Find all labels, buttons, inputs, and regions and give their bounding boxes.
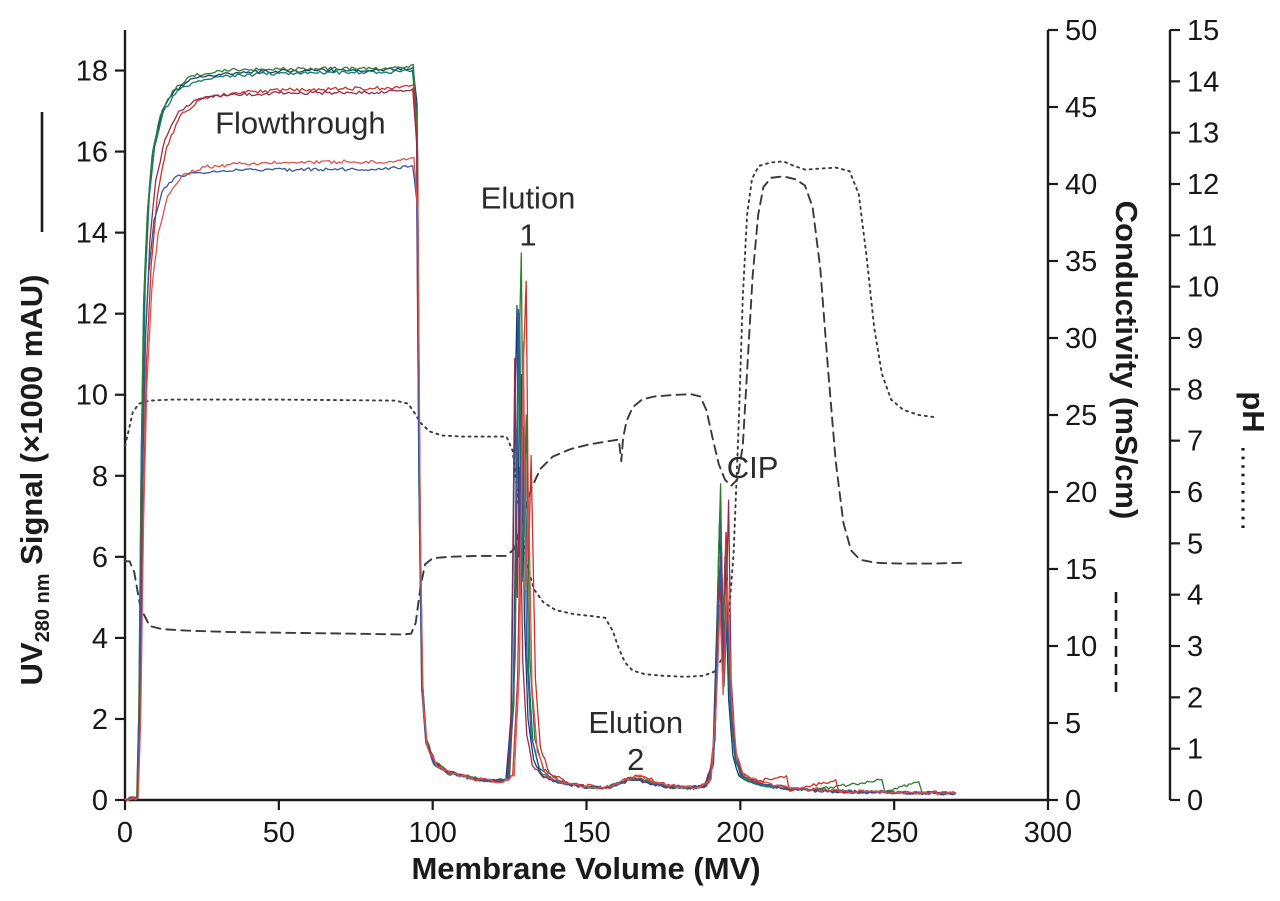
ph-axis-title: pH (1236, 391, 1271, 432)
ph-tick-label: 8 (1187, 374, 1203, 406)
uv-tick-label: 14 (76, 218, 108, 250)
uv-axis-title: UV280 nm Signal (×1000 mAU) (14, 275, 54, 686)
series-layer (124, 63, 963, 802)
conductivity-tick-label: 40 (1065, 169, 1097, 201)
ph-tick-label: 4 (1187, 580, 1203, 612)
ph-tick-label: 2 (1187, 682, 1203, 714)
uv-axis-title-suffix: Signal (×1000 mAU) (14, 275, 49, 574)
x-tick-label: 200 (716, 817, 764, 849)
uv-axis-title-subscript: 280 nm (32, 573, 54, 642)
ph-tick-label: 14 (1187, 66, 1219, 98)
annotation-label: 1 (519, 217, 536, 252)
ph-tick-label: 0 (1187, 785, 1203, 817)
x-tick-label: 150 (562, 817, 610, 849)
uv-tick-label: 16 (76, 137, 108, 169)
conductivity-tick-label: 5 (1065, 708, 1081, 740)
uv-tick-label: 4 (92, 623, 108, 655)
x-axis-title: Membrane Volume (MV) (411, 851, 760, 886)
conductivity-tick-label: 30 (1065, 323, 1097, 355)
ph-tick-label: 12 (1187, 169, 1219, 201)
ph-tick-label: 10 (1187, 272, 1219, 304)
uv-tick-label: 2 (92, 704, 108, 736)
uv-tick-label: 6 (92, 542, 108, 574)
ph-tick-label: 15 (1187, 15, 1219, 47)
ph-tick-label: 11 (1187, 220, 1217, 252)
x-tick-label: 0 (117, 817, 133, 849)
conductivity-tick-label: 20 (1065, 477, 1097, 509)
conductivity-tick-label: 45 (1065, 92, 1097, 124)
conductivity-tick-label: 15 (1065, 554, 1097, 586)
x-tick-label: 50 (263, 817, 295, 849)
ph-tick-label: 7 (1187, 426, 1203, 458)
ph-curve (124, 160, 936, 678)
uv-run-4-curve (124, 84, 957, 800)
uv-tick-label: 8 (92, 461, 108, 493)
x-tick-label: 250 (870, 817, 918, 849)
annotation-label: Elution (481, 180, 576, 215)
annotation-label: Flowthrough (215, 105, 386, 140)
conductivity-tick-label: 0 (1065, 785, 1081, 817)
ph-tick-label: 1 (1187, 734, 1203, 766)
uv-run-7-curve (124, 157, 957, 802)
annotation-label: CIP (727, 450, 779, 485)
ph-tick-label: 5 (1187, 528, 1203, 560)
uv-axis-title-prefix: UV (14, 642, 49, 685)
uv-tick-label: 10 (76, 380, 108, 412)
x-tick-label: 300 (1024, 817, 1072, 849)
annotation-label: 2 (627, 742, 644, 777)
uv-run-6-curve (124, 165, 957, 801)
conductivity-tick-label: 50 (1065, 15, 1097, 47)
conductivity-tick-label: 25 (1065, 400, 1097, 432)
ph-tick-label: 3 (1187, 631, 1203, 663)
uv-tick-label: 0 (92, 785, 108, 817)
conductivity-axis-title: Conductivity (mS/cm) (1109, 201, 1144, 520)
ph-tick-label: 13 (1187, 118, 1219, 150)
conductivity-tick-label: 35 (1065, 246, 1097, 278)
conductivity-tick-label: 10 (1065, 631, 1097, 663)
annotation-label: Elution (588, 705, 683, 740)
conductivity-curve (124, 175, 963, 636)
ph-tick-label: 6 (1187, 477, 1203, 509)
uv-tick-label: 12 (76, 299, 108, 331)
x-tick-label: 100 (408, 817, 456, 849)
uv-tick-label: 18 (76, 56, 108, 88)
ph-tick-label: 9 (1187, 323, 1203, 355)
